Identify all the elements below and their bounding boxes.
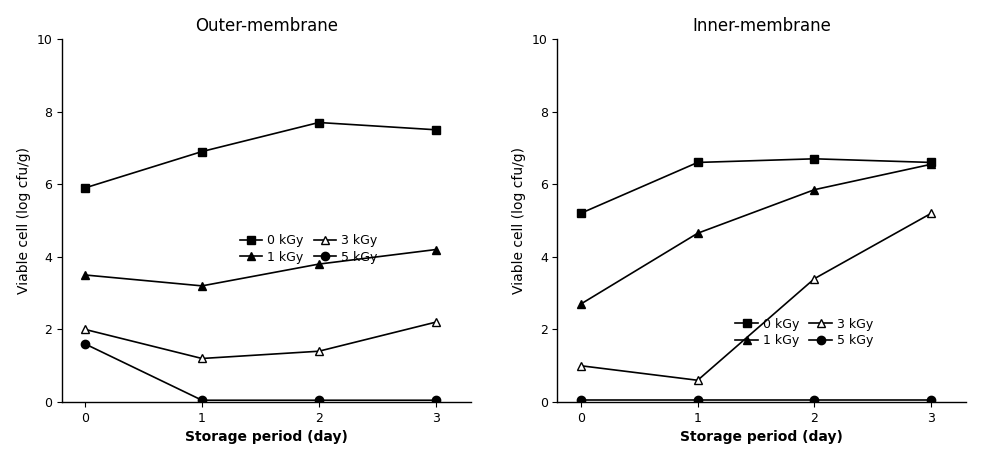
1 kGy	[430, 247, 441, 252]
Legend: 0 kGy, 1 kGy, 3 kGy, 5 kGy: 0 kGy, 1 kGy, 3 kGy, 5 kGy	[735, 318, 873, 347]
Line: 1 kGy: 1 kGy	[81, 245, 439, 290]
Y-axis label: Viable cell (log cfu/g): Viable cell (log cfu/g)	[17, 147, 30, 294]
1 kGy	[809, 187, 821, 192]
1 kGy	[692, 230, 704, 236]
5 kGy	[809, 397, 821, 403]
5 kGy	[80, 341, 91, 347]
5 kGy	[196, 397, 207, 403]
0 kGy	[692, 160, 704, 165]
3 kGy	[80, 327, 91, 332]
5 kGy	[692, 397, 704, 403]
X-axis label: Storage period (day): Storage period (day)	[185, 430, 348, 444]
5 kGy	[575, 397, 587, 403]
Line: 0 kGy: 0 kGy	[577, 154, 936, 218]
X-axis label: Storage period (day): Storage period (day)	[680, 430, 843, 444]
1 kGy	[196, 283, 207, 289]
Title: Outer-membrane: Outer-membrane	[195, 17, 338, 35]
Line: 0 kGy: 0 kGy	[81, 118, 439, 192]
0 kGy	[925, 160, 937, 165]
Legend: 0 kGy, 1 kGy, 3 kGy, 5 kGy: 0 kGy, 1 kGy, 3 kGy, 5 kGy	[240, 234, 377, 264]
0 kGy	[196, 149, 207, 154]
0 kGy	[575, 211, 587, 216]
3 kGy	[575, 363, 587, 368]
3 kGy	[196, 356, 207, 361]
3 kGy	[692, 378, 704, 383]
1 kGy	[313, 261, 324, 267]
Line: 1 kGy: 1 kGy	[577, 160, 936, 308]
0 kGy	[313, 120, 324, 125]
3 kGy	[313, 349, 324, 354]
3 kGy	[925, 211, 937, 216]
0 kGy	[809, 156, 821, 161]
5 kGy	[430, 397, 441, 403]
Title: Inner-membrane: Inner-membrane	[692, 17, 832, 35]
3 kGy	[809, 276, 821, 281]
Line: 3 kGy: 3 kGy	[577, 209, 936, 384]
0 kGy	[80, 185, 91, 190]
Line: 3 kGy: 3 kGy	[81, 318, 439, 363]
1 kGy	[575, 301, 587, 307]
0 kGy	[430, 127, 441, 132]
Y-axis label: Viable cell (log cfu/g): Viable cell (log cfu/g)	[512, 147, 526, 294]
Line: 5 kGy: 5 kGy	[577, 396, 936, 404]
3 kGy	[430, 319, 441, 325]
1 kGy	[925, 161, 937, 167]
5 kGy	[313, 397, 324, 403]
5 kGy	[925, 397, 937, 403]
Line: 5 kGy: 5 kGy	[81, 340, 439, 404]
1 kGy	[80, 272, 91, 278]
